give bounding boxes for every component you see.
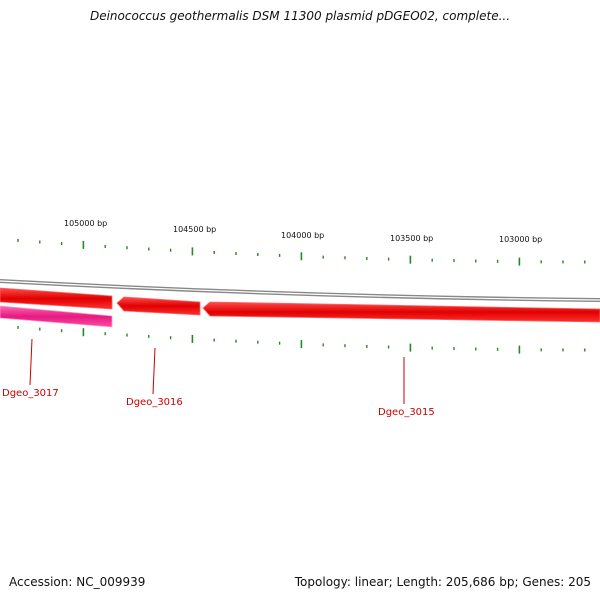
gene-label-dgeo-3015[interactable]: Dgeo_3015 xyxy=(378,407,435,418)
scale-label-105000: 105000 bp xyxy=(64,219,107,228)
scale-ticks-upper xyxy=(17,238,586,266)
gene-arrow-left-segment[interactable] xyxy=(0,287,113,310)
scale-ticks-lower xyxy=(17,325,586,354)
scale-label-104000: 104000 bp xyxy=(281,231,324,240)
scale-label-103500: 103500 bp xyxy=(390,234,433,243)
backbone-line xyxy=(0,279,600,302)
map-title: Deinococcus geothermalis DSM 11300 plasm… xyxy=(89,9,511,23)
scale-label-104500: 104500 bp xyxy=(173,225,216,234)
gene-arrow-dgeo-3015[interactable] xyxy=(202,301,600,323)
gene-arrow-dgeo-3016[interactable] xyxy=(116,296,201,316)
scale-label-103000: 103000 bp xyxy=(499,235,542,244)
leader-dgeo-3016 xyxy=(152,347,156,395)
genome-summary-text: Topology: linear; Length: 205,686 bp; Ge… xyxy=(294,575,591,589)
gene-arrow-dgeo-3017[interactable] xyxy=(0,305,113,328)
leader-dgeo-3017 xyxy=(29,338,33,386)
gene-label-dgeo-3016[interactable]: Dgeo_3016 xyxy=(126,397,183,408)
accession-text: Accession: NC_009939 xyxy=(9,575,146,589)
gene-label-dgeo-3017[interactable]: Dgeo_3017 xyxy=(2,388,59,399)
